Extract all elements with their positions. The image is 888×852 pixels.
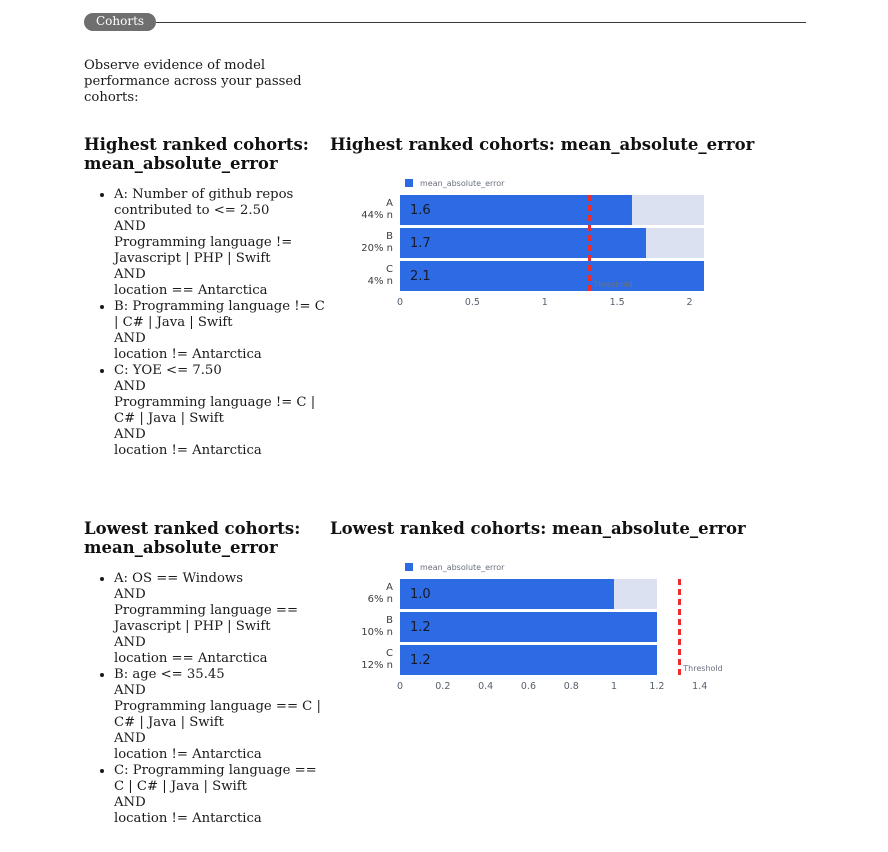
- cohorts-page: Cohorts Observe evidence of model perfor…: [0, 0, 888, 827]
- x-axis-tick-label: 0.2: [435, 681, 451, 692]
- highest-ranked-cohort-list: A: Number of github repos contributed to…: [84, 187, 330, 459]
- divider-line: [156, 21, 806, 23]
- chart-x-axis: 0 0.5 1 1.5 2: [396, 294, 704, 308]
- chart-x-axis: 0 0.2 0.4 0.6 0.8 1 1.2 1.4: [396, 678, 708, 692]
- chart-bar[interactable]: 1.2: [400, 612, 657, 642]
- cohort-item: A: Number of github repos contributed to…: [114, 187, 330, 299]
- x-axis-tick-label: 1: [611, 681, 618, 692]
- cohort-item: A: OS == Windows AND Programming languag…: [114, 571, 330, 667]
- x-axis-tick-label: 0.8: [563, 681, 579, 692]
- intro-text: Observe evidence of model performance ac…: [84, 58, 302, 105]
- chart-plot-area: A 44% n 1.6 B 20% n 1.7 C 4% n 2.1 Threshold: [330, 195, 806, 291]
- chart-bar-value: 2.1: [410, 268, 431, 284]
- chart-bar-row: A 6% n 1.0: [330, 579, 806, 609]
- chart-bar[interactable]: 1.0: [400, 579, 615, 609]
- section-tag-row: Cohorts: [84, 12, 806, 32]
- highest-ranked-chart: mean_absolute_error A 44% n 1.6 B 20% n 1.7 C 4…: [330, 178, 806, 308]
- threshold-label: Threshold: [593, 280, 633, 289]
- lowest-ranked-right-column: Lowest ranked cohorts: mean_absolute_err…: [330, 519, 806, 827]
- chart-category-label: A 44% n: [361, 198, 393, 221]
- chart-legend: mean_absolute_error: [405, 178, 806, 188]
- legend-swatch-icon: [405, 563, 413, 571]
- chart-category-label: C 12% n: [361, 648, 393, 671]
- x-axis-tick-label: 1.5: [609, 297, 625, 308]
- chart-bar-value: 1.7: [410, 235, 431, 251]
- chart-bar-row: B 20% n 1.7: [330, 228, 806, 258]
- chart-legend: mean_absolute_error: [405, 562, 806, 572]
- lowest-ranked-heading-right: Lowest ranked cohorts: mean_absolute_err…: [330, 519, 746, 538]
- chart-bar[interactable]: 2.1: [400, 261, 704, 291]
- chart-bar-value: 1.2: [410, 619, 431, 635]
- x-axis-tick-label: 1: [541, 297, 548, 308]
- lowest-ranked-cohort-list: A: OS == Windows AND Programming languag…: [84, 571, 330, 827]
- chart-bar-value: 1.2: [410, 652, 431, 668]
- chart-category-label: C 4% n: [367, 264, 393, 287]
- x-axis-tick-label: 0.4: [478, 681, 494, 692]
- threshold-line: [678, 579, 682, 675]
- x-axis-tick-label: 0: [396, 681, 404, 692]
- x-axis-tick-label: 0.5: [464, 297, 480, 308]
- highest-ranked-heading-right: Highest ranked cohorts: mean_absolute_er…: [330, 135, 755, 154]
- content-grid: Highest ranked cohorts: mean_absolute_er…: [84, 135, 806, 827]
- x-axis-tick-label: 1.4: [692, 681, 708, 692]
- lowest-ranked-heading-left: Lowest ranked cohorts: mean_absolute_err…: [84, 519, 301, 557]
- lowest-ranked-chart: mean_absolute_error A 6% n 1.0 B 10% n 1.2 C 12…: [330, 562, 806, 693]
- highest-ranked-right-column: Highest ranked cohorts: mean_absolute_er…: [330, 135, 806, 459]
- highest-ranked-left-column: Highest ranked cohorts: mean_absolute_er…: [84, 135, 330, 459]
- chart-bar-row: A 44% n 1.6: [330, 195, 806, 225]
- x-axis-tick-label: 2: [686, 297, 693, 308]
- x-axis-tick-label: 0.6: [520, 681, 536, 692]
- chart-bar-value: 1.0: [410, 586, 431, 602]
- chart-bar[interactable]: 1.2: [400, 645, 657, 675]
- chart-bar-value: 1.6: [410, 202, 431, 218]
- x-axis-tick-label: 0: [396, 297, 404, 308]
- chart-bar[interactable]: 1.6: [400, 195, 632, 225]
- lowest-ranked-left-column: Lowest ranked cohorts: mean_absolute_err…: [84, 519, 330, 827]
- chart-category-label: B 20% n: [361, 231, 393, 254]
- highest-ranked-heading-left: Highest ranked cohorts: mean_absolute_er…: [84, 135, 309, 173]
- cohort-item: B: age <= 35.45 AND Programming language…: [114, 667, 330, 763]
- threshold-line: [588, 195, 592, 291]
- chart-plot-area: A 6% n 1.0 B 10% n 1.2 C 12% n 1.2 Threshold: [330, 579, 806, 675]
- threshold-label: Threshold: [683, 664, 723, 673]
- cohorts-tag[interactable]: Cohorts: [84, 13, 157, 31]
- legend-label: mean_absolute_error: [420, 562, 505, 572]
- chart-bar-row: C 12% n 1.2: [330, 645, 806, 675]
- cohort-item: B: Programming language != C | C# | Java…: [114, 299, 330, 363]
- cohort-item: C: YOE <= 7.50 AND Programming language …: [114, 363, 330, 459]
- chart-bar-row: B 10% n 1.2: [330, 612, 806, 642]
- chart-category-label: B 10% n: [361, 615, 393, 638]
- cohort-item: C: Programming language == C | C# | Java…: [114, 763, 330, 827]
- legend-label: mean_absolute_error: [420, 178, 505, 188]
- legend-swatch-icon: [405, 179, 413, 187]
- chart-bar[interactable]: 1.7: [400, 228, 647, 258]
- x-axis-tick-label: 1.2: [649, 681, 665, 692]
- chart-category-label: A 6% n: [367, 582, 393, 605]
- chart-bar-row: C 4% n 2.1: [330, 261, 806, 291]
